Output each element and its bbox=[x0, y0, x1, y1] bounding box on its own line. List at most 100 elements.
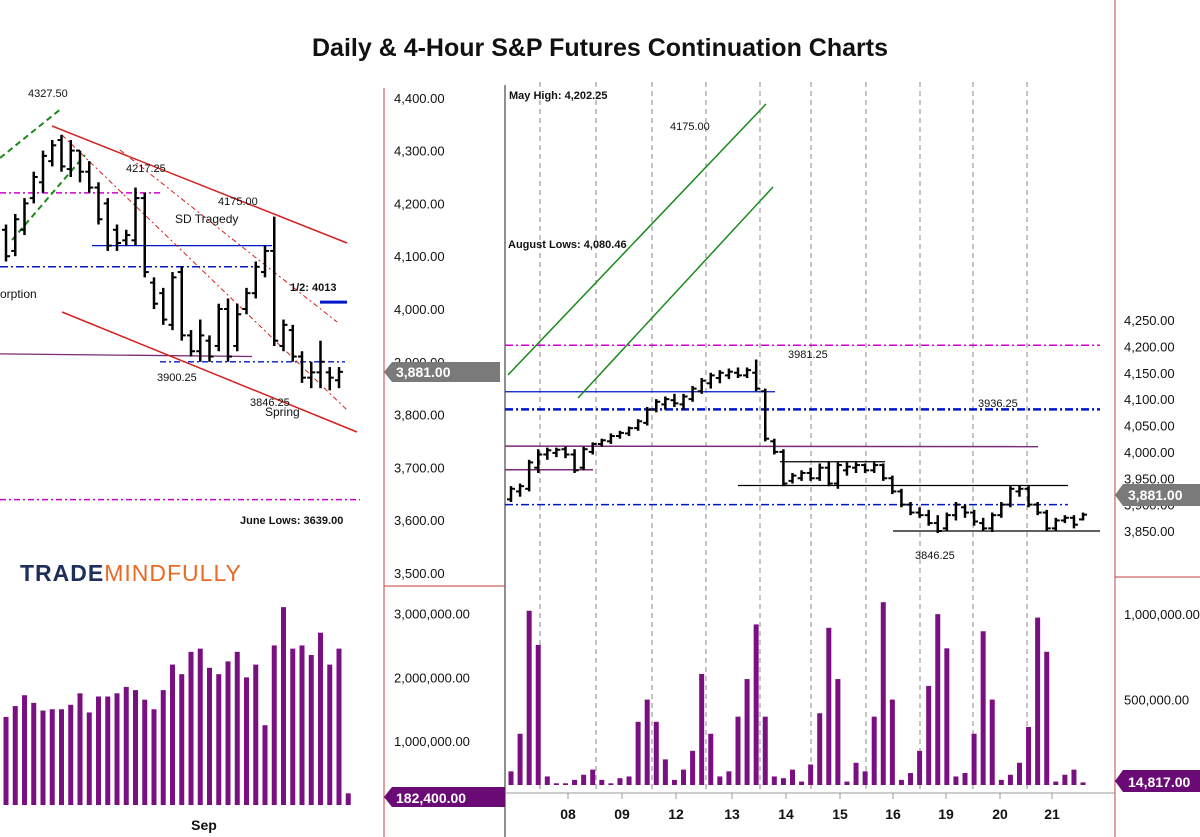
hourly-volume-bar bbox=[635, 721, 641, 785]
daily-annotation-spring: Spring bbox=[265, 405, 300, 419]
hourly-price-tick-label: 4,150.00 bbox=[1124, 366, 1175, 381]
hourly-volume-bar bbox=[508, 771, 514, 785]
hourly-volume-bar bbox=[826, 627, 832, 785]
daily-volume-tick-label: 2,000,000.00 bbox=[394, 670, 470, 685]
hourly-volume-tick-label: 500,000.00 bbox=[1124, 693, 1189, 708]
daily-green-trend-upper bbox=[0, 107, 63, 159]
daily-price-tick-label: 3,600.00 bbox=[394, 513, 445, 528]
hourly-x-tick-label: 12 bbox=[668, 806, 684, 822]
hourly-volume-bar bbox=[671, 779, 677, 785]
hourly-last-volume-badge bbox=[1115, 770, 1200, 792]
hourly-volume-bar bbox=[926, 685, 932, 785]
hourly-volume-bar bbox=[708, 733, 714, 785]
daily-volume-bar bbox=[345, 793, 351, 805]
hourly-volume-bar bbox=[617, 778, 623, 785]
hourly-volume-bar bbox=[1035, 617, 1041, 785]
hourly-volume-bar bbox=[962, 773, 968, 785]
daily-volume-bar bbox=[49, 709, 55, 805]
daily-volume-bar bbox=[170, 664, 175, 805]
daily-price-tick-label: 4,300.00 bbox=[394, 144, 445, 159]
daily-volume-bar bbox=[12, 706, 18, 805]
daily-volume-bar bbox=[160, 690, 166, 805]
hourly-annotation-may-high: May High: 4,202.25 bbox=[509, 90, 607, 102]
hourly-volume-bar bbox=[1062, 774, 1068, 785]
hourly-volume-bar bbox=[971, 733, 977, 785]
hourly-volume-bar bbox=[953, 776, 959, 785]
hourly-volume-bar bbox=[898, 779, 904, 785]
hourly-volume-bar bbox=[998, 779, 1004, 785]
daily-volume-bar bbox=[188, 651, 194, 805]
hourly-volume-bar bbox=[526, 610, 532, 785]
daily-volume-bar bbox=[77, 693, 83, 805]
hourly-annotation-august-lows: August Lows: 4,080.46 bbox=[508, 239, 627, 251]
hourly-price-tick-label: 4,050.00 bbox=[1124, 419, 1175, 434]
hourly-volume-bar bbox=[799, 781, 805, 785]
hourly-volume-bar bbox=[944, 648, 950, 785]
daily-last-price-label: 3,881.00 bbox=[396, 364, 451, 380]
hourly-volume-bar bbox=[590, 769, 596, 785]
daily-price-tick-label: 3,800.00 bbox=[394, 408, 445, 423]
daily-price-tick-label: 4,100.00 bbox=[394, 249, 445, 264]
hourly-price-tick-label: 4,100.00 bbox=[1124, 392, 1175, 407]
hourly-volume-bar bbox=[1071, 769, 1077, 785]
hourly-annotation-4175: 4175.00 bbox=[670, 121, 710, 133]
daily-last-price-badge bbox=[384, 362, 500, 382]
hourly-volume-bar bbox=[726, 771, 732, 785]
hourly-volume-bar bbox=[771, 776, 777, 785]
daily-price-tick-label: 4,000.00 bbox=[394, 302, 445, 317]
hourly-channel-upper bbox=[507, 103, 767, 376]
hourly-volume-bar bbox=[780, 778, 786, 785]
daily-volume-bar bbox=[40, 710, 46, 805]
daily-volume-bar bbox=[234, 651, 240, 805]
chart-title: Daily & 4-Hour S&P Futures Continuation … bbox=[312, 34, 888, 62]
daily-volume-bar bbox=[22, 695, 27, 805]
hourly-volume-bar bbox=[980, 631, 986, 785]
hourly-purple-level-upper bbox=[504, 445, 1039, 448]
hourly-volume-bar bbox=[1026, 726, 1032, 785]
daily-green-trend-lower bbox=[11, 154, 86, 241]
daily-channel-mid-2 bbox=[119, 149, 338, 323]
hourly-x-tick-label: 21 bbox=[1044, 806, 1060, 822]
hourly-volume-bar bbox=[735, 716, 741, 785]
daily-volume-bar bbox=[271, 645, 277, 805]
hourly-x-tick-label: 09 bbox=[614, 806, 630, 822]
daily-channel-upper bbox=[51, 125, 348, 244]
hourly-volume-bar bbox=[699, 673, 705, 785]
daily-volume-bar bbox=[68, 704, 74, 805]
hourly-volume-bar bbox=[644, 699, 650, 785]
daily-volume-bar bbox=[96, 696, 101, 805]
daily-volume-bar bbox=[262, 725, 268, 805]
hourly-volume-bar bbox=[553, 783, 559, 785]
logo-trade: TRADE bbox=[20, 560, 105, 586]
daily-volume-bar bbox=[123, 686, 129, 805]
daily-price-tick-label: 4,400.00 bbox=[394, 91, 445, 106]
daily-volume-bar bbox=[336, 648, 342, 805]
hourly-volume-bar bbox=[581, 774, 587, 785]
daily-volume-bar bbox=[142, 699, 148, 805]
daily-x-label-sep: Sep bbox=[191, 817, 217, 833]
daily-annotation-3846: 3846.25 bbox=[250, 397, 290, 409]
hourly-last-price-badge bbox=[1115, 484, 1200, 506]
hourly-volume-bar bbox=[808, 764, 814, 785]
hourly-x-tick-label: 16 bbox=[885, 806, 901, 822]
hourly-x-tick-label: 08 bbox=[560, 806, 576, 822]
daily-volume-bar bbox=[133, 690, 138, 805]
hourly-volume-bar bbox=[1080, 782, 1086, 785]
hourly-price-tick-label: 3,850.00 bbox=[1124, 524, 1175, 539]
daily-volume-bar bbox=[3, 716, 9, 805]
hourly-volume-bar bbox=[599, 779, 605, 785]
hourly-volume-bar bbox=[908, 773, 914, 785]
daily-volume-bar bbox=[197, 648, 203, 805]
hourly-x-tick-label: 13 bbox=[724, 806, 740, 822]
hourly-volume-bar bbox=[744, 679, 750, 785]
daily-price-tick-label: 3,500.00 bbox=[394, 566, 445, 581]
hourly-volume-bar bbox=[544, 776, 550, 785]
hourly-volume-bar bbox=[717, 776, 723, 785]
hourly-volume-bar bbox=[762, 716, 768, 785]
hourly-volume-bar bbox=[989, 699, 995, 785]
daily-purple-level bbox=[0, 353, 253, 358]
daily-annotation-4175: 4175.00 bbox=[218, 196, 258, 208]
hourly-annotation-3936: 3936.25 bbox=[978, 398, 1018, 410]
daily-annotation-3900: 3900.25 bbox=[157, 372, 197, 384]
